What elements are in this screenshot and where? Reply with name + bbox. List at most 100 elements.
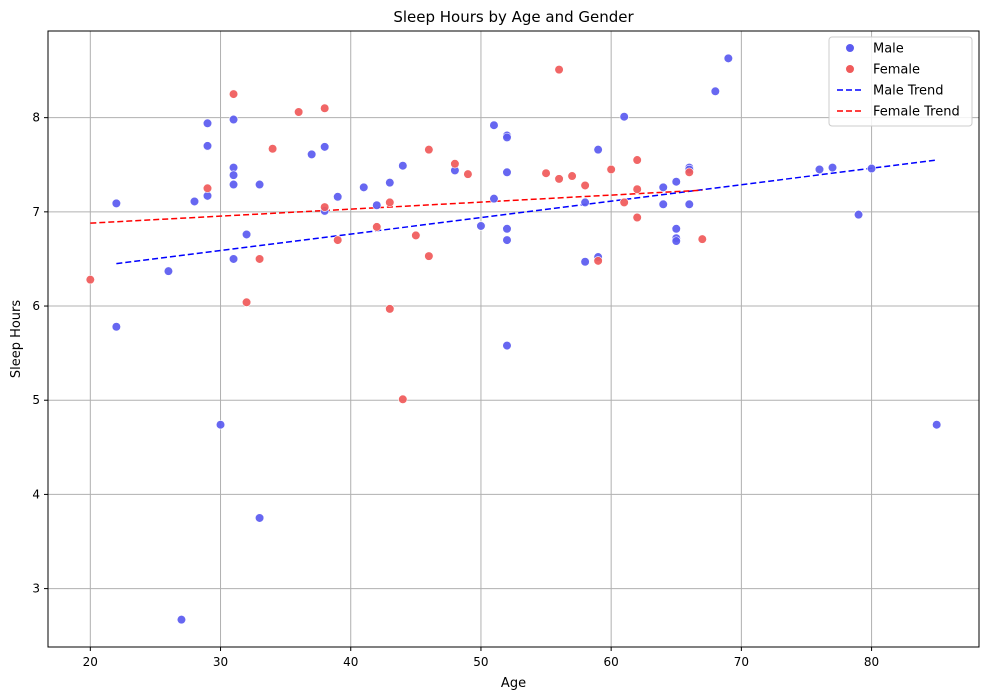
male-point [489,120,499,130]
female-point [697,234,707,244]
y-tick-label: 5 [32,393,40,407]
male-point [710,86,720,96]
male-point [228,179,239,190]
female-point [333,235,343,245]
male-point [502,235,512,245]
male-point [658,199,668,209]
female-point [241,297,252,307]
legend-label: Female Trend [873,105,960,120]
legend-label: Male [873,42,904,57]
male-point [254,179,265,190]
female-point [254,254,265,264]
female-point [385,197,395,208]
female-point [294,107,304,117]
male-point [202,141,213,151]
male-point [372,200,382,210]
female-point [684,167,694,177]
female-point [85,275,95,285]
male-point [111,322,121,332]
male-point [476,221,486,231]
female-point [554,65,564,75]
plot-frame [47,30,980,648]
male-point [671,236,681,246]
legend-label: Male Trend [873,84,944,99]
x-tick-label: 60 [604,655,619,669]
male-point [853,210,864,220]
male-point [228,114,239,125]
male-point [580,197,590,208]
y-axis-label: Sleep Hours [9,300,24,379]
data-points [85,53,942,625]
male-point [932,420,942,430]
male-point [580,257,590,267]
male-point [684,199,694,209]
male-point [189,196,200,207]
male-point [163,266,174,276]
x-tick-label: 40 [343,655,358,669]
male-trend-line [116,159,937,265]
male-point [502,340,512,351]
legend: Male Female Male Trend Female Trend [828,36,973,127]
male-point [385,178,395,188]
x-tick-label: 80 [864,655,879,669]
female-point [320,103,330,113]
male-legend-swatch [845,43,855,53]
female-point [450,159,460,169]
male-point [320,142,330,152]
male-point [658,182,668,192]
female-point [567,171,577,181]
male-point [502,132,512,143]
male-point [502,224,512,234]
female-point [385,304,395,314]
female-point [372,222,382,232]
x-axis-label: Age [501,676,526,691]
male-point [827,162,838,173]
male-point [593,145,603,155]
female-point [619,197,629,208]
male-point [814,164,825,175]
female-point [424,145,434,155]
female-point [541,168,551,178]
x-tick-label: 50 [473,655,488,669]
y-tick-label: 3 [32,582,40,596]
male-point [359,182,369,192]
female-point [424,251,434,261]
grid [48,31,979,647]
male-point [241,229,252,240]
male-point [502,167,512,177]
x-tick-label: 30 [213,655,228,669]
female-point [632,155,642,165]
male-point [228,170,239,180]
female-point [202,183,213,193]
male-point [333,192,343,202]
chart-title: Sleep Hours by Age and Gender [393,8,634,26]
male-point [215,420,226,430]
male-point [398,161,408,171]
female-point [268,144,278,154]
y-tick-label: 8 [32,111,40,125]
male-point [202,118,213,128]
y-tick-label: 6 [32,299,40,313]
male-point [671,224,681,234]
male-point [723,53,733,63]
male-point [866,163,877,174]
female-point [606,164,616,175]
male-point [254,513,265,523]
trend-lines [90,159,937,265]
legend-box [828,36,973,127]
female-point [632,212,642,223]
y-tick-label: 4 [32,487,40,501]
female-point [593,256,603,266]
male-point [671,177,681,187]
male-point [176,615,187,625]
male-point [228,254,239,264]
x-tick-label: 20 [83,655,98,669]
male-point [489,194,499,204]
x-tick-label: 70 [734,655,749,669]
female-point [398,394,408,404]
legend-label: Female [873,63,920,78]
male-point [111,198,121,208]
female-trend-line [90,189,703,224]
female-point [320,202,330,212]
